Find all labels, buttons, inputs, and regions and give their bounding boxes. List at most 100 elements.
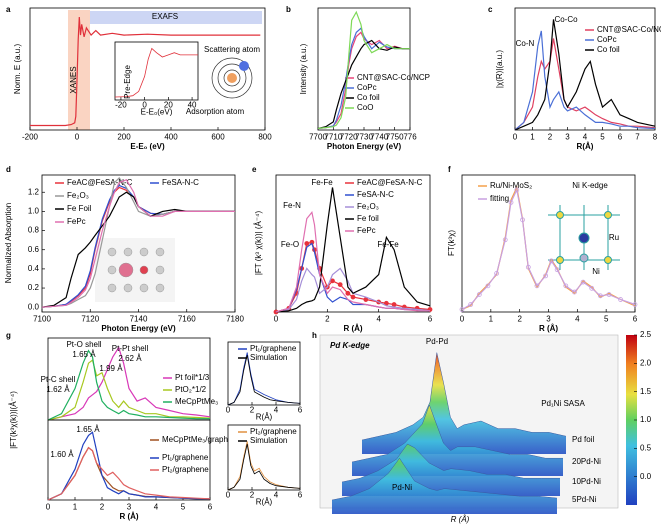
- plot-frame: [29, 7, 266, 131]
- x-tick-label: 7100: [33, 314, 51, 323]
- legend-label: CoPc: [357, 83, 377, 92]
- x-tick-label: 2: [250, 491, 255, 500]
- legend-label: FeSA-N-C: [357, 190, 394, 199]
- row-label: 10Pd-Ni: [572, 477, 601, 486]
- y-axis-label: Normalized Absorption: [4, 203, 13, 283]
- data-point: [476, 292, 482, 297]
- data-point: [459, 307, 465, 312]
- x-tick-label: 2: [517, 314, 522, 323]
- data-point: [618, 297, 623, 302]
- legend-label: Simulation: [250, 353, 287, 362]
- data-point: [606, 292, 612, 297]
- legend-label: MeCpPtMe₃/graphene: [162, 435, 242, 444]
- annotation: Co-Co: [554, 15, 578, 24]
- data-point: [525, 264, 531, 270]
- legend-label: Fe Foil: [67, 204, 92, 213]
- colorbar-tick-label: 1.5: [640, 387, 652, 396]
- annotation: Fe-Fe: [311, 178, 333, 187]
- series-line: [317, 39, 410, 129]
- y-tick-label: 1.2: [28, 187, 40, 196]
- legend-label: Pt₁/graphene: [162, 453, 209, 462]
- series-line: [227, 352, 301, 406]
- x-tick-label: 3: [546, 314, 551, 323]
- x-tick-label: 5: [604, 314, 609, 323]
- panel-label: b: [286, 5, 291, 14]
- y-axis-label: |FT(k³χ(k))|(Å⁻⁴): [9, 391, 18, 449]
- x-tick-label: -200: [22, 132, 39, 141]
- x-tick-label: 6: [208, 502, 213, 511]
- surface-line: [331, 457, 558, 501]
- data-point: [514, 187, 520, 193]
- x-tick-label: 3: [127, 502, 132, 511]
- y-axis-label: |FT (k³ χ(k))| (Å⁻⁴): [254, 211, 263, 276]
- series-line: [514, 30, 656, 131]
- series-line: [41, 179, 235, 308]
- surface-fill: [332, 458, 557, 514]
- legend-label: Simulation: [250, 436, 287, 445]
- x-tick-label: 5: [600, 132, 605, 141]
- legend-label: CoO: [357, 103, 373, 112]
- y-tick-label: 0.4: [28, 264, 40, 273]
- annotation: Fe-Fe: [377, 240, 399, 249]
- data-point: [580, 279, 586, 285]
- x-tick-label: 200: [117, 132, 131, 141]
- exafs-band: [90, 11, 262, 24]
- annotation: Ni K-edge: [572, 181, 608, 190]
- x-tick-label: 3: [565, 132, 570, 141]
- atom-diagram: [211, 57, 253, 99]
- colorbar-tick-label: 0.5: [640, 443, 652, 452]
- panel-label: e: [252, 165, 257, 174]
- annotation: EXAFS: [152, 12, 178, 21]
- annotation: Scattering atom: [204, 45, 260, 54]
- x-tick-label: 0: [142, 101, 147, 110]
- x-tick-label: 2: [100, 502, 105, 511]
- legend-label: Ru/Ni-MoS₂: [490, 181, 532, 190]
- x-tick-label: 1: [73, 502, 78, 511]
- molecule-inset: [95, 238, 175, 302]
- data-point: [543, 273, 549, 279]
- annotation: Pd-Ni: [392, 483, 412, 492]
- data-point: [391, 302, 397, 307]
- annotation: Pd₁Ni SASA: [541, 399, 585, 408]
- series-line: [227, 441, 301, 491]
- data-point: [502, 237, 508, 243]
- y-tick-label: 0.0: [28, 302, 40, 311]
- series-line: [461, 185, 636, 311]
- x-tick-label: 0: [274, 314, 279, 323]
- row-label: 20Pd-Ni: [572, 457, 601, 466]
- series-line: [30, 16, 261, 127]
- x-tick-label: 7710: [324, 132, 342, 141]
- data-point: [554, 267, 560, 273]
- series-line: [47, 346, 211, 421]
- legend-label: FeSA-N-C: [162, 178, 199, 187]
- plot-frame: [275, 174, 431, 313]
- panel-label: d: [6, 165, 11, 174]
- series-line: [275, 267, 431, 313]
- y-tick-label: 0.6: [28, 245, 40, 254]
- x-tick-label: 7120: [81, 314, 99, 323]
- data-point: [304, 241, 310, 246]
- data-point: [350, 294, 356, 300]
- data-point: [520, 217, 525, 223]
- x-axis-label: E-E₀ (eV): [130, 142, 165, 151]
- legend-label: Co foil: [357, 93, 380, 102]
- row-label: Pd foil: [572, 435, 594, 444]
- x-tick-label: 2: [325, 314, 330, 323]
- panel-label: c: [488, 5, 493, 14]
- x-tick-label: 7: [635, 132, 640, 141]
- x-axis-label: R(Å): [256, 498, 273, 507]
- series-line: [275, 211, 430, 313]
- series-line: [317, 10, 410, 129]
- x-axis-label: R (Å): [343, 324, 362, 333]
- x-tick-label: 6: [633, 314, 638, 323]
- annotation: 1.62 Å: [46, 385, 70, 394]
- legend-label: CNT@SAC-Co/NCP: [597, 25, 661, 34]
- legend-label: Fe₂O₃: [357, 202, 379, 211]
- x-tick-label: 776: [403, 132, 417, 141]
- colorbar-tick-label: 1.0: [640, 415, 652, 424]
- x-tick-label: 40: [188, 101, 197, 110]
- annotation: 1.65 Å: [72, 350, 96, 359]
- data-point: [468, 302, 474, 307]
- x-tick-label: 600: [211, 132, 225, 141]
- colorbar-tick-label: 2.5: [640, 330, 652, 339]
